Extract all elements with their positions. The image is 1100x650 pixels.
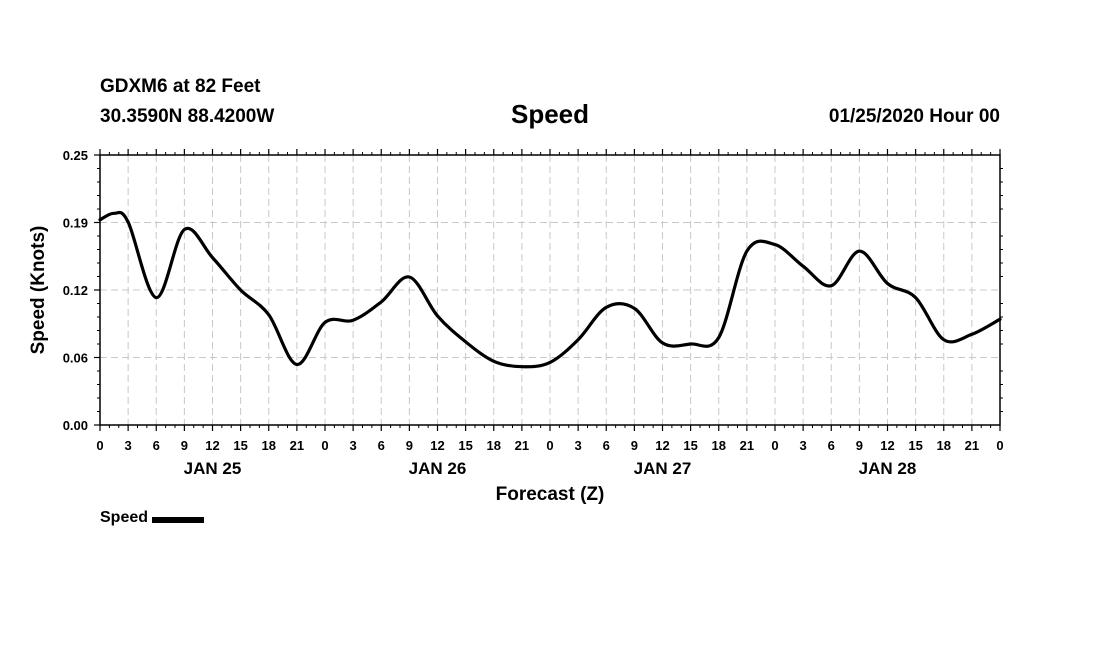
x-tick-label: 15 <box>458 438 472 453</box>
day-label: JAN 27 <box>634 459 692 478</box>
chart-title: Speed <box>510 99 590 129</box>
x-tick-label: 15 <box>233 438 247 453</box>
day-label: JAN 25 <box>184 459 242 478</box>
x-tick-label: 18 <box>937 438 951 453</box>
y-tick-label: 0.25 <box>63 148 88 163</box>
x-tick-label: 3 <box>575 438 582 453</box>
x-tick-label: 9 <box>631 438 638 453</box>
tick-labels: 0.00 0.06 0.12 0.19 0.25 0 3 6 9 12 15 18 21 0 3 6 9 12 15… <box>63 148 1004 478</box>
x-tick-label: 21 <box>290 438 304 453</box>
legend-label-speed: Speed <box>100 509 149 526</box>
x-tick-label: 18 <box>712 438 726 453</box>
x-tick-label: 21 <box>965 438 979 453</box>
coordinates-label: 30.3590N 88.4200W <box>100 106 275 127</box>
series-line-speed <box>98 210 1002 369</box>
x-tick-label: 6 <box>153 438 160 453</box>
x-tick-label: 0 <box>996 438 1003 453</box>
y-tick-label: 0.00 <box>63 418 88 433</box>
x-tick-label: 3 <box>800 438 807 453</box>
x-tick-label: 12 <box>205 438 219 453</box>
y-tick-label: 0.06 <box>63 351 88 366</box>
y-axis-label: Speed (Knots) <box>28 226 49 355</box>
x-tick-label: 18 <box>262 438 276 453</box>
x-tick-label: 18 <box>487 438 501 453</box>
x-tick-label: 9 <box>406 438 413 453</box>
x-tick-label: 15 <box>908 438 922 453</box>
y-tick-label: 0.19 <box>63 216 88 231</box>
x-tick-label: 0 <box>321 438 328 453</box>
legend-swatch-speed <box>152 517 205 523</box>
legend: Speed <box>100 509 205 527</box>
axis-ticks <box>94 149 1003 431</box>
x-tick-label: 21 <box>740 438 754 453</box>
day-label: JAN 28 <box>859 459 917 478</box>
x-tick-label: 9 <box>856 438 863 453</box>
x-tick-label: 12 <box>430 438 444 453</box>
y-tick-label: 0.12 <box>63 283 88 298</box>
x-axis-label: Forecast (Z) <box>496 484 605 505</box>
x-tick-label: 6 <box>378 438 385 453</box>
forecast-run-label: 01/25/2020 Hour 00 <box>828 106 1000 127</box>
x-tick-label: 12 <box>880 438 894 453</box>
x-tick-label: 21 <box>515 438 529 453</box>
x-tick-label: 6 <box>603 438 610 453</box>
x-tick-label: 3 <box>350 438 357 453</box>
x-tick-label: 3 <box>125 438 132 453</box>
grid <box>100 155 1000 425</box>
x-tick-label: 0 <box>546 438 553 453</box>
x-tick-label: 0 <box>771 438 778 453</box>
x-tick-label: 15 <box>683 438 697 453</box>
x-tick-label: 6 <box>828 438 835 453</box>
day-label: JAN 26 <box>409 459 467 478</box>
x-tick-label: 9 <box>181 438 188 453</box>
x-tick-label: 12 <box>655 438 669 453</box>
x-tick-label: 0 <box>96 438 103 453</box>
station-label: GDXM6 at 82 Feet <box>100 76 261 97</box>
